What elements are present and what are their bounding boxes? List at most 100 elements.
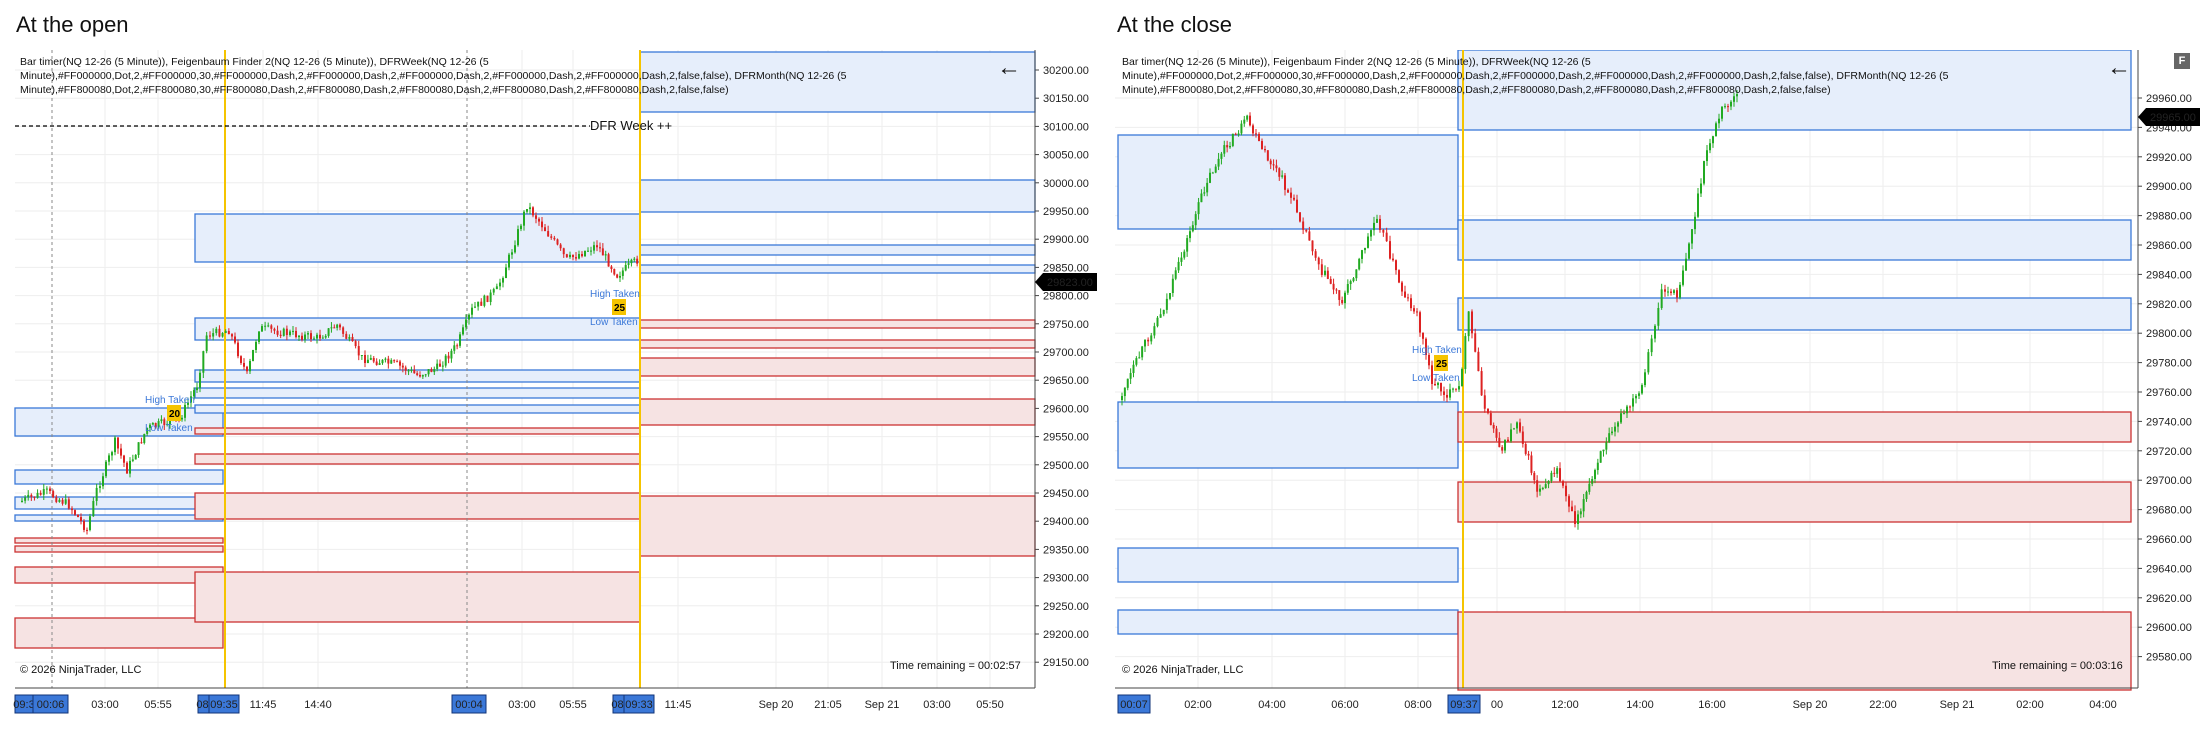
candle-body [1495,428,1498,438]
candle-body [1121,396,1123,400]
candle-body [289,331,291,336]
candle-body [1237,133,1240,135]
fib-count-label: 25 [1436,359,1448,370]
candle-body [279,334,282,336]
candle-body [410,369,413,371]
candle-body [1547,480,1550,485]
candle-body [276,330,279,335]
candle-body [95,487,98,501]
candle-body [1249,115,1251,126]
candle-body [111,452,113,456]
candle-body [30,494,33,497]
candle-body [1332,283,1335,290]
candle-body [255,341,257,350]
candle-body [304,334,306,340]
y-tick-label: 29500.00 [1043,460,1089,472]
back-arrow-icon[interactable]: ← [997,54,1021,81]
candle-body [1183,251,1186,258]
left-chart-canvas[interactable]: 30200.00 30150.00 30100.00 30050.00 30000.00… [0,50,1100,734]
supply-zone [194,453,641,465]
candle-body [499,282,501,287]
candle-body [1407,297,1409,299]
y-tick-label: 29250.00 [1043,601,1089,613]
candle-body [351,337,354,342]
candle-body [1516,422,1518,429]
x-highlight-label: 08: [196,699,211,711]
candle-body [1223,145,1226,154]
y-tick-label: 30000.00 [1043,178,1089,190]
candle-body [375,361,378,365]
right-chart-canvas[interactable]: 29960.00 29940.00 29920.00 29900.00 29880.00… [1100,50,2210,734]
demand-zone [1457,297,2132,331]
candle-body [1129,373,1132,379]
candle-body [441,365,444,367]
candle-body [1272,164,1275,166]
x-highlight-label: 09:37 [1450,699,1478,711]
candle-body [520,225,522,230]
candle-body [399,361,401,366]
candle-body [1392,258,1394,261]
candle-body [310,333,312,340]
candle-body [1355,269,1358,279]
y-tick-label: 29700.00 [1043,347,1089,359]
candle-body [61,499,64,504]
demand-zone [194,404,641,414]
low-taken-label: Low Taken [1412,373,1460,384]
y-tick-label: 29720.00 [2146,446,2192,458]
candle-body [1455,388,1457,390]
candle-body [1156,317,1159,327]
candle-body [1382,229,1385,233]
candle-body [1614,426,1616,432]
candle-body [52,491,55,498]
candle-body [572,254,574,258]
y-tick-label: 29300.00 [1043,573,1089,585]
candle-body [126,462,128,474]
candle-body [547,231,550,237]
f-badge-icon[interactable]: F [2174,53,2190,69]
x-tick-label: 11:45 [250,699,277,711]
candle-body [1519,422,1521,432]
candle-body [1664,289,1666,292]
x-tick-label: 05:50 [976,699,1004,711]
candle-body [1579,511,1582,515]
candle-body [1565,485,1567,497]
candle-body [444,355,447,366]
candle-body [511,252,513,255]
candle-body [1150,335,1153,342]
candle-body [1437,382,1439,386]
candle-body [1243,119,1246,124]
candle-body [313,338,315,340]
candle-body [584,250,586,257]
candle-body [1234,133,1237,135]
candle-body [419,374,421,377]
candle-body [1425,338,1427,355]
back-arrow-icon[interactable]: ← [2107,54,2131,81]
candle-body [514,245,516,253]
candle-body [21,500,23,502]
candle-body [604,254,607,256]
candle-body [264,325,267,327]
candle-body [1667,291,1669,293]
candle-body [1682,270,1684,285]
right-chart[interactable]: 29960.00 29940.00 29920.00 29900.00 29880.00… [1100,50,2210,714]
candle-body [590,250,592,252]
y-tick-label: 30150.00 [1043,93,1089,105]
x-tick-label: 12:00 [1551,699,1579,711]
candle-body [1715,123,1717,137]
candle-body [1524,443,1527,454]
candle-body [243,362,245,367]
candle-body [1556,468,1559,474]
candle-body [354,341,357,347]
left-indicator-legend: Bar timer(NQ 12-26 (5 Minute)), Feigenba… [20,56,847,96]
candle-body [1126,378,1129,388]
candle-body [137,442,140,455]
candle-body [240,356,242,363]
candle-body [45,488,48,490]
candle-body [1501,447,1504,451]
demand-zone [1457,50,2132,131]
candle-body [1660,289,1663,309]
left-chart[interactable]: 30200.00 30150.00 30100.00 30050.00 30000.00… [0,50,1100,714]
candle-body [1577,514,1579,524]
candle-body [1544,484,1547,489]
supply-zone [639,398,1036,426]
